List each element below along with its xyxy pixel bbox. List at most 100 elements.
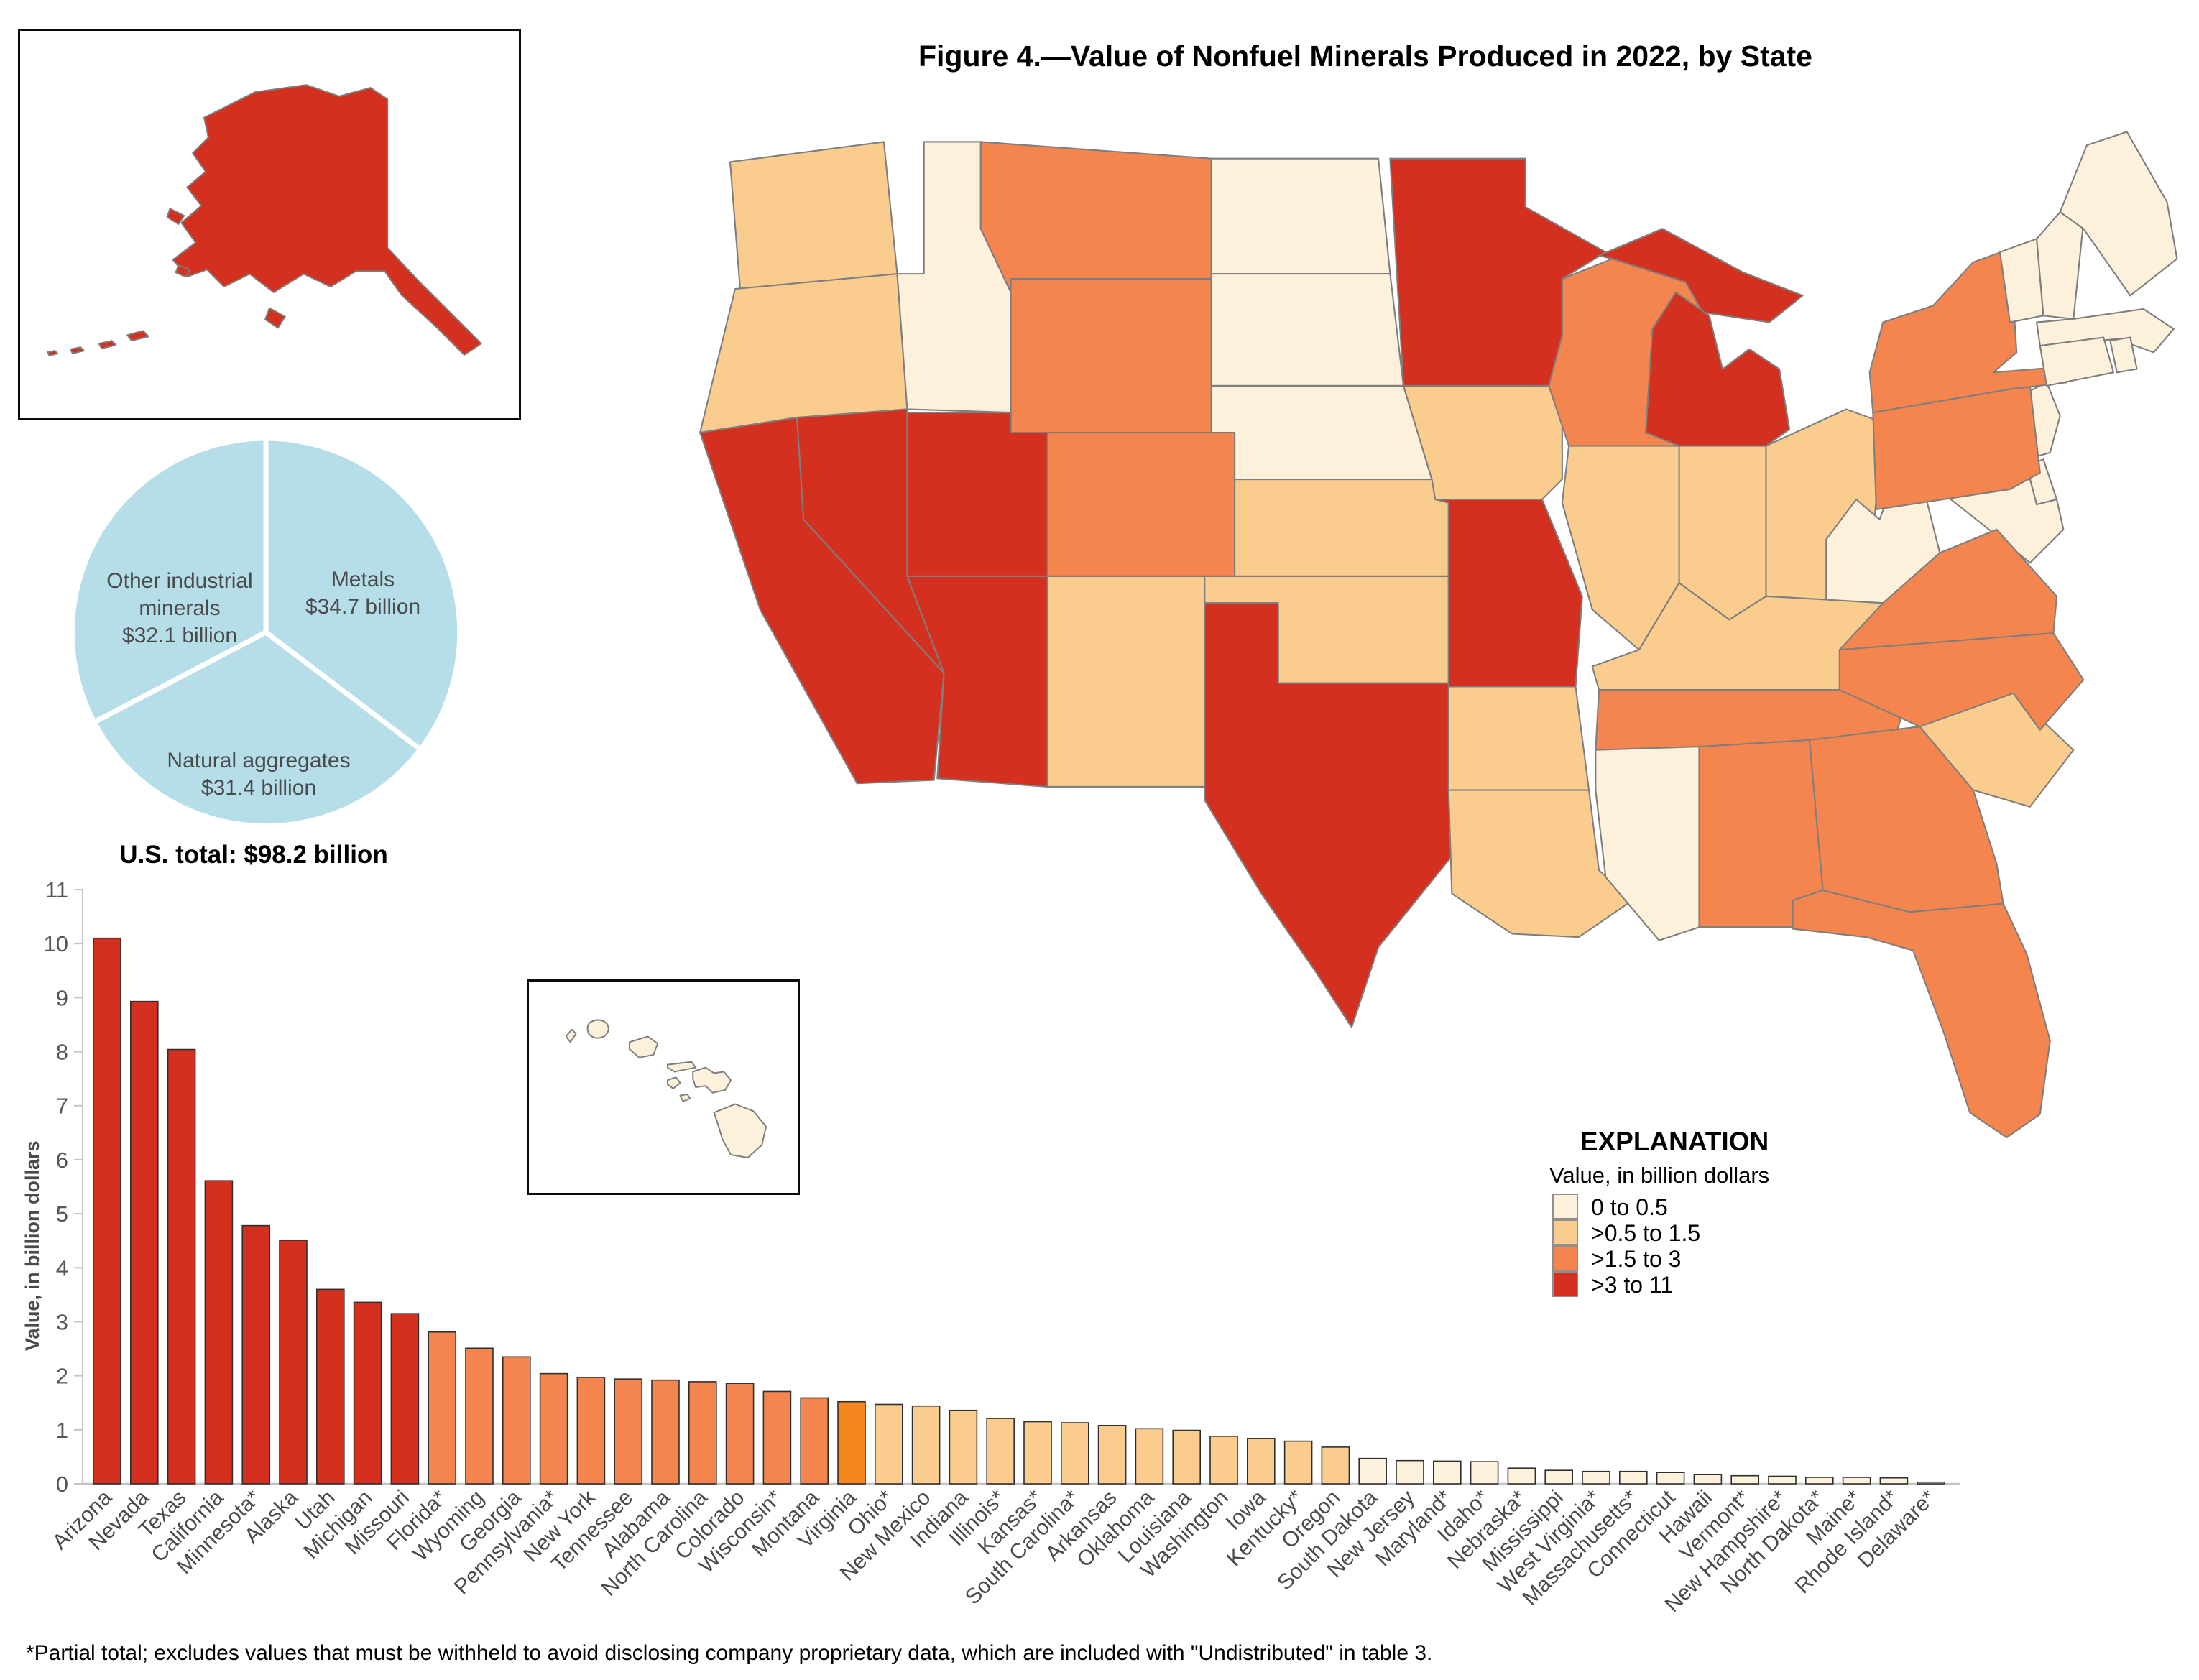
bar-california [204,1180,234,1485]
y-tick-label: 2 [56,1364,68,1389]
bar-vermont [1730,1474,1759,1485]
bar-wyoming [465,1347,494,1485]
pie-label-metals: Metals $34.7 billion [284,566,442,621]
bar-pennsylvania [539,1372,568,1485]
bar-maryland [1433,1460,1462,1485]
bar-delaware [1917,1481,1945,1485]
aleutian-island [126,330,149,342]
y-tick-label: 7 [56,1094,68,1119]
state-ut [906,412,1048,577]
state-ak [172,84,482,356]
legend-swatch [1552,1194,1578,1219]
bar-massachusetts [1619,1470,1648,1485]
state-wa [729,141,898,290]
bar-west-virginia [1582,1470,1610,1485]
y-tick-label: 10 [44,931,68,956]
pie-chart [69,435,463,829]
bar-kansas [1023,1421,1052,1485]
state-ar [1447,686,1590,791]
state-nh [2036,211,2085,320]
aleutian-island [47,350,59,356]
legend-row: >0.5 to 1.5 [1552,1219,1700,1246]
bar-oklahoma [1135,1428,1164,1485]
bar-iowa [1247,1438,1276,1485]
legend-class-label: 0 to 0.5 [1591,1194,1668,1220]
bar-alabama [651,1379,680,1485]
state-co [1046,431,1236,577]
bar-florida [428,1331,457,1485]
island-oahu [628,1035,659,1058]
legend-heading: EXPLANATION [1580,1127,1769,1156]
state-nm [1046,575,1206,788]
legend-row: 0 to 0.5 [1552,1194,1700,1220]
state-sd [1210,273,1405,387]
bar-hawaii [1693,1474,1723,1485]
pie-label-other-industrial: Other industrial minerals $32.1 billion [90,568,269,650]
pie-label-line: $34.7 billion [305,595,421,619]
island-kahoolawe [679,1093,691,1102]
state-me [2059,131,2178,297]
bar-nebraska [1507,1467,1536,1485]
y-tick-label: 9 [56,985,68,1010]
state-mo [1434,498,1583,688]
legend-row: >3 to 11 [1552,1271,1700,1298]
bar-maine [1842,1477,1871,1485]
pie-label-line: $32.1 billion [121,624,238,647]
bar-louisiana [1172,1429,1201,1485]
bar-new-york [576,1377,606,1485]
legend-rows: 0 to 0.5 >0.5 to 1.5 >1.5 to 3 >3 to 11 [1552,1194,1700,1298]
pie-label-line: $31.4 billion [200,776,317,800]
hawaii-inset-map [527,979,800,1195]
legend-row: >1.5 to 3 [1552,1245,1700,1272]
alaska-island [264,307,286,329]
pie-label-line: Metals [331,568,395,591]
island-niihau [565,1028,577,1043]
y-tick-label: 8 [56,1040,68,1065]
bar-georgia [502,1356,531,1485]
pie-label-natural-aggregates: Natural aggregates $31.4 billion [162,747,356,802]
island-lanai [666,1076,681,1089]
pie-slice-metals [263,435,463,752]
y-tick-label: 3 [56,1309,68,1334]
state-ri [2109,336,2138,374]
bar-new-jersey [1396,1459,1424,1485]
state-fl [1792,890,2051,1139]
state-ny [1868,248,2078,414]
state-mt [979,141,1212,293]
pie-label-line: Other industrial [106,569,253,593]
bar-indiana [949,1409,978,1485]
bar-wisconsin [762,1390,792,1485]
bar-oregon [1321,1446,1350,1485]
bar-rhode-island [1879,1477,1909,1485]
alaska-map-svg [47,84,482,356]
legend-swatch [1552,1219,1578,1245]
y-tick-label: 11 [45,877,68,903]
state-ne [1210,384,1433,481]
bar-utah [315,1288,345,1485]
bar-colorado [725,1383,755,1485]
bar-minnesota [241,1224,271,1485]
footnote: *Partial total; excludes values that mus… [26,1641,1433,1665]
bar-north-dakota [1805,1477,1834,1485]
figure-title: Figure 4.—Value of Nonfuel Minerals Prod… [918,40,1812,73]
legend-class-label: >3 to 11 [1591,1271,1674,1298]
bar-connecticut [1656,1472,1685,1485]
y-tick-label: 6 [56,1148,68,1173]
legend-subheading: Value, in billion dollars [1549,1163,1770,1188]
state-la [1447,789,1633,938]
bar-chart: 01234567891011ArizonaNevadaTexasCaliforn… [44,877,1960,1617]
pie-label-line: Natural aggregates [167,749,351,772]
us-total-label: U.S. total: $98.2 billion [119,841,388,869]
legend-swatch [1552,1271,1578,1297]
island-kauai [586,1019,609,1039]
bar-kentucky [1283,1440,1313,1485]
bar-alaska [279,1240,308,1485]
island-molokai [666,1061,697,1073]
bar-ohio [875,1403,903,1485]
state-az [906,575,1048,788]
alaska-inset-map [18,29,521,420]
bar-nevada [130,1000,159,1485]
island-hawaii [713,1103,767,1158]
bar-new-mexico [911,1405,941,1485]
state-ct [2039,336,2115,387]
